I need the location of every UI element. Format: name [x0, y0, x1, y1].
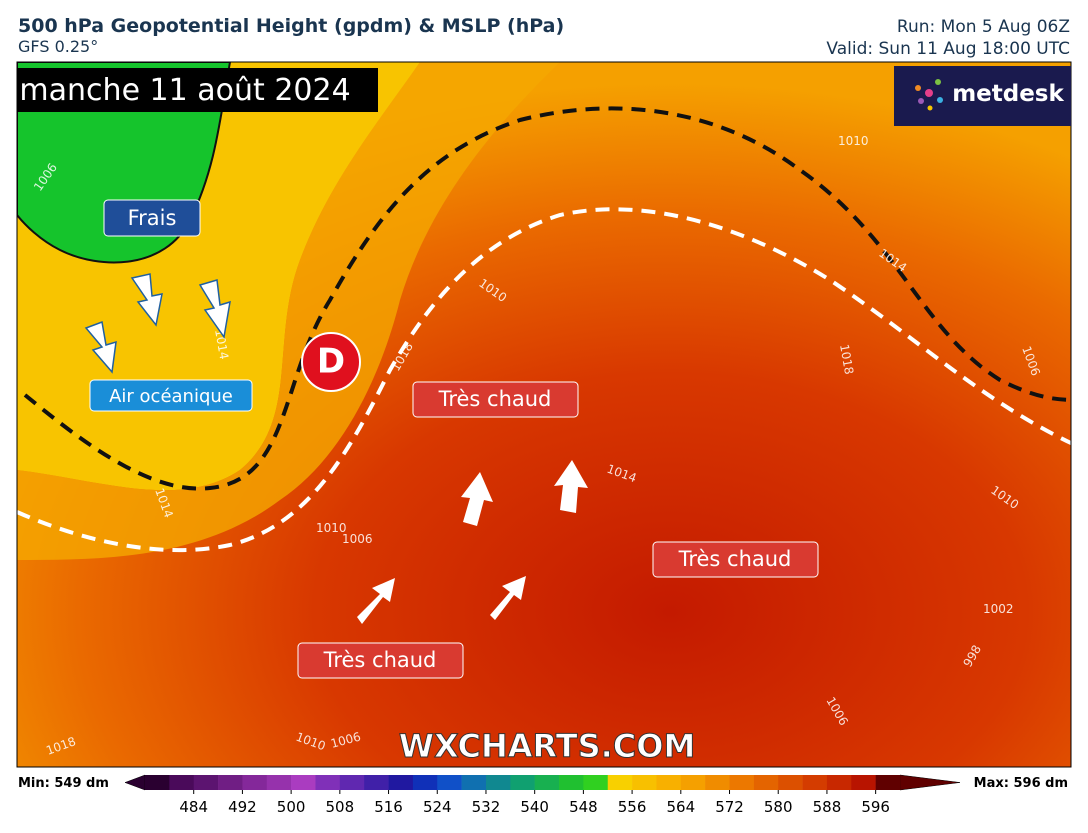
label-box [103, 199, 201, 237]
colorbar-tick-label: 532 [472, 798, 501, 816]
colorbar-tick-label: 556 [618, 798, 647, 816]
isobar-label: 1014 [212, 328, 231, 361]
colorbar-segment [534, 775, 560, 790]
label: Frais [128, 206, 177, 230]
colorbar-segment [802, 775, 828, 790]
colorbar-segment [485, 775, 511, 790]
colorbar-segment [729, 775, 755, 790]
colorbar-segment [412, 775, 438, 790]
label: Air océanique [109, 386, 233, 407]
isobar-label: 1006 [342, 532, 373, 546]
arrow [198, 279, 231, 339]
colorbar-tick-label: 484 [179, 798, 208, 816]
colorbar-segment [632, 775, 657, 790]
logo: metdesk [952, 81, 1064, 107]
colorbar-segment [145, 775, 170, 790]
colorbar-end [899, 774, 961, 791]
colorbar-tick-label: 572 [715, 798, 744, 816]
arrow [130, 273, 163, 327]
colorbar: 484 492 500 508 516 524 532 540 548 556 564 572 580 5… [124, 774, 961, 816]
arrow [490, 576, 526, 620]
colorbar-segment [437, 775, 462, 790]
title: 500 hPa Geopotential Height (gpdm) & MSL… [18, 15, 564, 37]
isobar-label: 1002 [983, 602, 1014, 616]
arrow [461, 472, 493, 526]
mild-region [17, 62, 560, 560]
max-label: Max: 596 dm [974, 776, 1068, 791]
colorbar-segment [607, 775, 633, 790]
colorbar-segment [680, 775, 706, 790]
isobar-label: 1010 [838, 134, 869, 148]
colorbar-segment [778, 775, 803, 790]
logo-mark [915, 79, 943, 111]
colorbar-segment [583, 775, 609, 790]
colorbar-segment [315, 775, 341, 790]
colorbar-segment [510, 775, 535, 790]
colorbar-tick-label: 492 [228, 798, 257, 816]
colorbar-segment [364, 775, 389, 790]
heat-arrows [357, 460, 588, 624]
run: Run: Mon 5 Aug 06Z [897, 17, 1070, 37]
colorbar-tick-label: 588 [813, 798, 842, 816]
map-frame [16, 61, 1072, 768]
colorbar-tick-label: 596 [861, 798, 890, 816]
colorbar-tick-label: 524 [423, 798, 452, 816]
isobar-label: 1010 [316, 521, 347, 535]
colorbar-segment [461, 775, 487, 790]
colorbar-segment [826, 775, 852, 790]
logo-bg [894, 66, 1071, 126]
colorbar-segment [753, 775, 779, 790]
wind-arrows [84, 273, 231, 374]
arrow [84, 320, 117, 374]
colorbar-segment [266, 775, 292, 790]
label-box [412, 381, 579, 418]
colorbar-segment [193, 775, 219, 790]
ridge-line [23, 106, 1071, 491]
date-banner: Dimanche 11 août 2024 [0, 73, 351, 108]
colorbar-tick-label: 548 [569, 798, 598, 816]
colorbar-segment [705, 775, 730, 790]
colorbar-tick-label: 564 [666, 798, 695, 816]
watermark: WXCHARTS.COM [399, 727, 696, 765]
arrow [554, 460, 588, 513]
colorbar-segment [218, 775, 243, 790]
low-letter: D [317, 342, 345, 382]
colorbar-segment [339, 775, 365, 790]
arrow [357, 578, 395, 624]
colorbar-segment [388, 775, 414, 790]
colorbar-segment [851, 775, 876, 790]
colorbar-end [124, 774, 146, 791]
label-box [652, 541, 819, 578]
colorbar-segment [875, 775, 901, 790]
colorbar-tick-label: 580 [764, 798, 793, 816]
model: GFS 0.25° [18, 37, 98, 56]
colorbar-segment [242, 775, 268, 790]
label: Très chaud [323, 648, 437, 672]
isobar-label: 1018 [837, 343, 856, 376]
map: Dimanche 11 août 2024 [0, 62, 1071, 767]
colorbar-tick-label: 500 [277, 798, 306, 816]
colorbar-segment [169, 775, 195, 790]
low-marker [301, 332, 361, 392]
label-box [297, 642, 464, 679]
colorbar-tick-label: 508 [326, 798, 355, 816]
colorbar-tick-label: 516 [374, 798, 403, 816]
colorbar-segment [559, 775, 584, 790]
label-box [89, 379, 253, 412]
colorbar-segment [291, 775, 316, 790]
valid: Valid: Sun 11 Aug 18:00 UTC [826, 39, 1070, 59]
date-banner-bg [17, 68, 378, 112]
ridge-line [17, 207, 1071, 553]
label: Très chaud [678, 547, 792, 571]
colorbar-tick-label: 540 [520, 798, 549, 816]
label: Très chaud [438, 387, 552, 411]
min-label: Min: 549 dm [18, 776, 109, 791]
colorbar-segment [656, 775, 682, 790]
